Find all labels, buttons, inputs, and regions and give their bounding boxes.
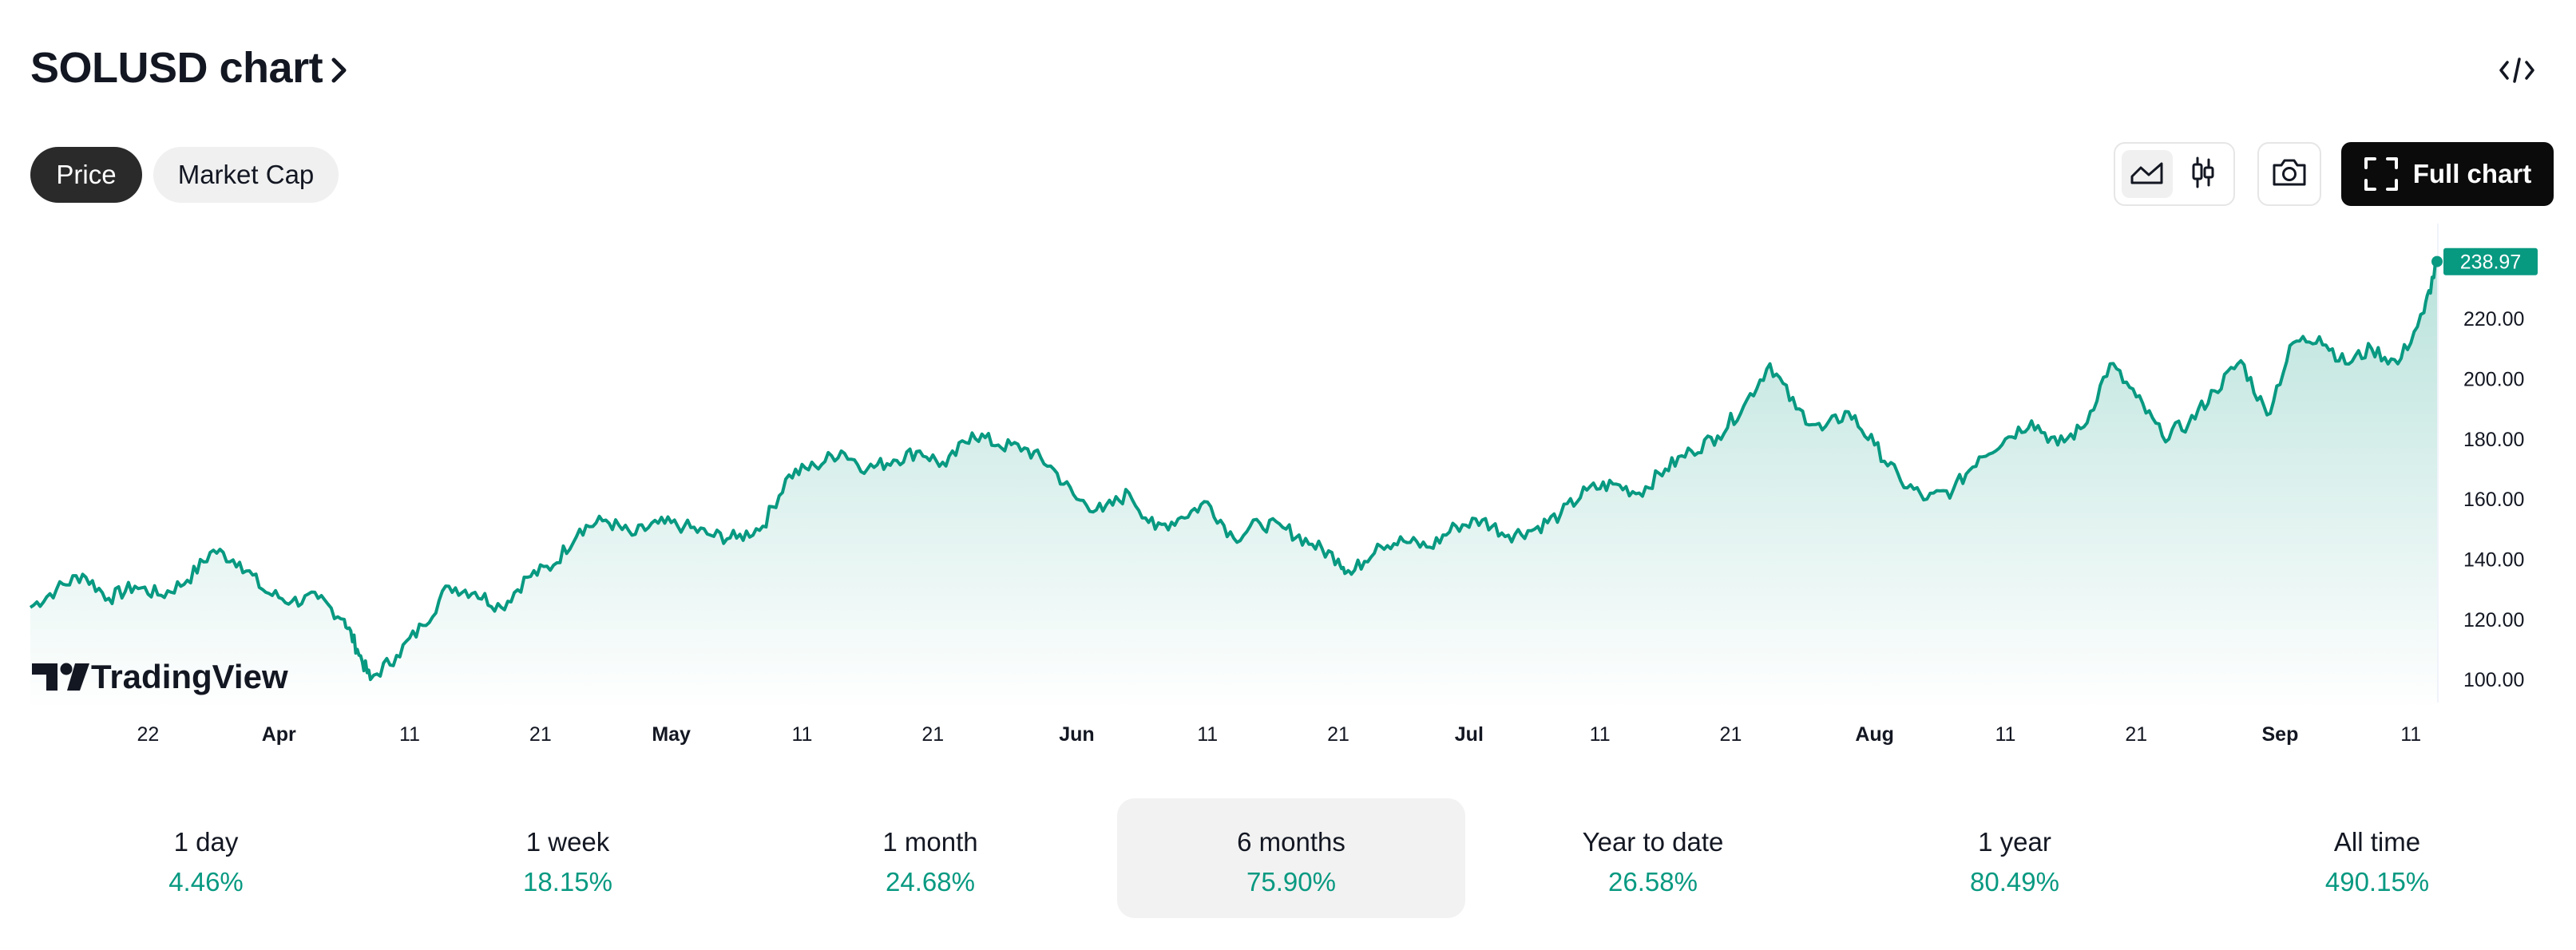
full-chart-label: Full chart (2412, 159, 2532, 188)
x-tick-label: Jul (1455, 723, 1484, 746)
x-tick-label: Aug (1855, 723, 1894, 746)
area-chart-icon (2130, 159, 2165, 190)
chart-title-link[interactable]: SOLUSD chart (30, 42, 348, 94)
x-tick-label: 21 (1327, 723, 1349, 746)
embed-button[interactable] (2498, 53, 2536, 91)
price-axis-divider (2437, 224, 2439, 703)
area-chart-button[interactable] (2122, 150, 2173, 198)
y-tick-label: 140.00 (2463, 549, 2524, 572)
x-tick-label: Jun (1059, 723, 1094, 746)
period-all-time[interactable]: All time 490.15% (2203, 798, 2551, 918)
period-change: 490.15% (2324, 867, 2430, 897)
period-label: 1 day (173, 827, 239, 857)
x-tick-label: 21 (529, 723, 552, 746)
period-label: Year to date (1582, 827, 1724, 857)
period-change: 4.46% (168, 867, 244, 897)
x-tick-label: 21 (921, 723, 944, 746)
period-change: 80.49% (1970, 867, 2059, 897)
price-axis[interactable]: 220.00 200.00 180.00 160.00 140.00 120.00 100.… (2463, 308, 2524, 691)
x-tick-label: 21 (1720, 723, 1742, 746)
y-tick-label: 100.00 (2463, 669, 2524, 691)
candlestick-chart-button[interactable] (2178, 150, 2229, 198)
page-title: SOLUSD chart (30, 44, 323, 92)
time-axis[interactable]: 22 Apr 11 21 May 11 21 Jun 11 21 Jul 11 21 Aug 11 21 Sep… (137, 723, 2422, 746)
y-tick-label: 160.00 (2463, 489, 2524, 511)
tradingview-logo-mark (32, 663, 89, 691)
y-tick-label: 180.00 (2463, 429, 2524, 451)
period-label: 1 month (882, 827, 978, 857)
last-price-dot (2431, 255, 2443, 267)
price-tab[interactable]: Price (30, 147, 142, 203)
period-6-months[interactable]: 6 months 75.90% (1117, 798, 1465, 918)
x-tick-label: Sep (2262, 723, 2299, 746)
x-tick-label: 21 (2125, 723, 2147, 746)
price-chart[interactable]: 220.00 200.00 180.00 160.00 140.00 120.00 100.… (0, 224, 2576, 766)
x-tick-label: 11 (1995, 723, 2015, 746)
x-tick-label: 22 (137, 723, 160, 746)
last-price-label: 238.97 (2443, 247, 2538, 275)
period-year-to-date[interactable]: Year to date 26.58% (1479, 798, 1827, 918)
tradingview-wordmark: TradingView (91, 658, 288, 695)
candlestick-icon (2190, 156, 2217, 192)
code-icon (2499, 57, 2534, 88)
chart-type-group (2114, 142, 2235, 206)
camera-icon (2271, 157, 2308, 192)
y-tick-label: 200.00 (2463, 369, 2524, 391)
period-change: 75.90% (1246, 867, 1336, 897)
x-tick-label: May (652, 723, 691, 746)
period-change: 18.15% (523, 867, 612, 897)
period-label: All time (2333, 827, 2421, 857)
x-tick-label: 11 (791, 723, 812, 746)
full-chart-button[interactable]: Full chart (2341, 142, 2554, 206)
period-label: 1 year (1978, 827, 2051, 857)
price-line (29, 259, 2438, 682)
market-cap-tab[interactable]: Market Cap (153, 147, 339, 203)
period-1-year[interactable]: 1 year 80.49% (1841, 798, 2189, 918)
tradingview-logo[interactable]: TradingView (32, 658, 288, 695)
period-1-day[interactable]: 1 day 4.46% (32, 798, 380, 918)
fullscreen-icon (2364, 157, 2398, 191)
x-tick-label: 11 (1590, 723, 1611, 746)
svg-text:238.97: 238.97 (2460, 251, 2521, 274)
period-label: 1 week (525, 827, 610, 857)
chevron-right-icon (331, 45, 348, 94)
y-tick-label: 120.00 (2463, 609, 2524, 631)
x-tick-label: 11 (399, 723, 420, 746)
area-fill (30, 261, 2437, 711)
x-tick-label: Apr (262, 723, 296, 746)
period-change: 26.58% (1608, 867, 1698, 897)
x-tick-label: 11 (2400, 723, 2421, 746)
x-tick-label: 11 (1197, 723, 1218, 746)
period-label: 6 months (1237, 827, 1345, 857)
period-1-month[interactable]: 1 month 24.68% (756, 798, 1104, 918)
period-change: 24.68% (886, 867, 975, 897)
period-1-week[interactable]: 1 week 18.15% (394, 798, 742, 918)
performance-periods: 1 day 4.46% 1 week 18.15% 1 month 24.68% 6 mon… (0, 798, 2576, 918)
snapshot-button[interactable] (2257, 142, 2321, 206)
y-tick-label: 220.00 (2463, 308, 2524, 331)
